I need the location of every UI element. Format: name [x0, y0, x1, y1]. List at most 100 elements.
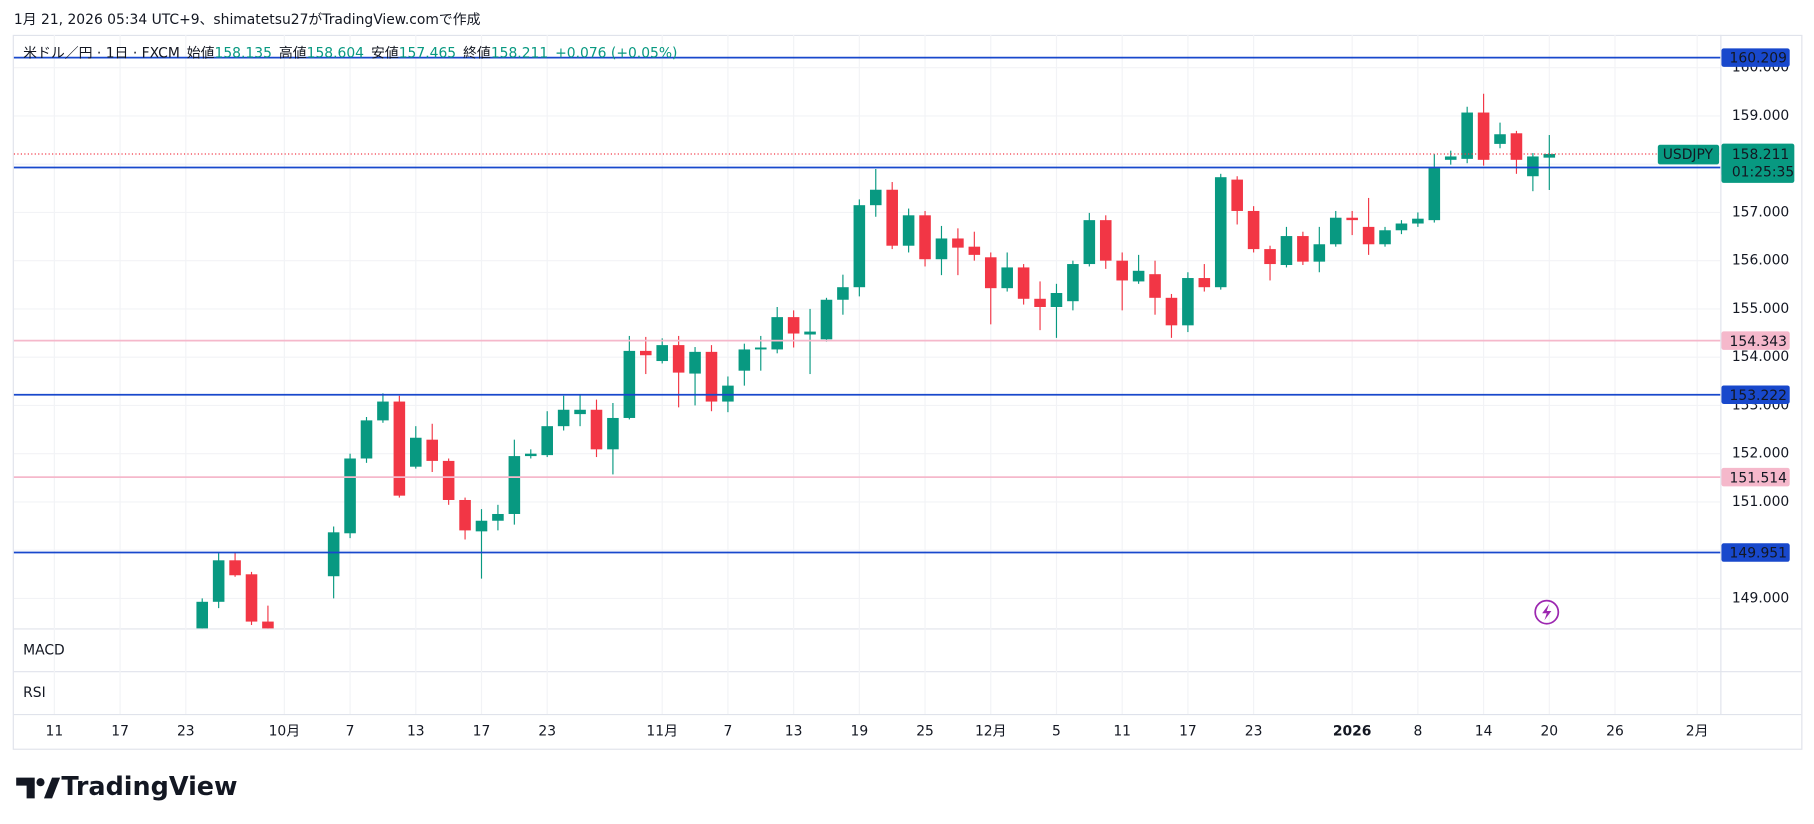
candle-body — [722, 385, 734, 402]
candle-body — [1379, 230, 1391, 245]
candle-body — [607, 417, 619, 450]
caption: 1月 21, 2026 05:34 UTC+9、shimatetsu27がTra… — [14, 12, 481, 28]
level-label: 149.951 — [1730, 546, 1787, 562]
candle-body — [1543, 153, 1556, 158]
candle-body — [1247, 210, 1260, 250]
symbol-tag: USDJPY — [1663, 147, 1714, 163]
candle-body — [952, 238, 964, 248]
candle-body — [1395, 223, 1408, 231]
candle-body — [1231, 179, 1243, 211]
symbol: 米ドル／円 · 1日 · FXCM — [23, 45, 180, 61]
candle-body — [196, 601, 209, 629]
x-tick-label: 20 — [1540, 723, 1558, 739]
candle-body — [1149, 274, 1161, 298]
candle-body — [327, 532, 340, 577]
candle-body — [1264, 249, 1276, 265]
x-tick-label: 23 — [1245, 723, 1263, 739]
candle-body — [1132, 270, 1145, 282]
candle-body — [574, 409, 586, 415]
y-tick-label: 149.000 — [1732, 590, 1789, 606]
candle-body — [1067, 264, 1079, 302]
candle-body — [1362, 226, 1375, 245]
candle-body — [475, 520, 488, 532]
axes: 149.000150.000151.000152.000153.000154.0… — [13, 48, 1795, 739]
candle-body — [771, 317, 783, 350]
candle-body — [689, 351, 701, 374]
ohlc-value: 158.135 — [215, 45, 272, 61]
x-tick-label: 5 — [1052, 723, 1061, 739]
candle-body — [656, 345, 668, 362]
level-label-bg — [1721, 331, 1790, 350]
brand-logo — [16, 777, 61, 799]
level-label-bg — [1721, 385, 1790, 404]
candle-body — [410, 437, 422, 467]
candle-body — [1099, 220, 1112, 261]
y-tick-label: 155.000 — [1732, 301, 1789, 317]
candle-body — [853, 205, 866, 288]
candle-body — [754, 347, 767, 350]
candle-body — [787, 317, 800, 334]
x-tick-label: 17 — [1179, 723, 1197, 739]
x-tick-label: 19 — [851, 723, 869, 739]
candle-body — [442, 460, 455, 500]
price-label-bg — [1721, 143, 1795, 183]
level-label: 151.514 — [1730, 470, 1788, 486]
candle-body — [1116, 260, 1128, 281]
candle-body — [1428, 168, 1441, 221]
level-label-bg — [1721, 48, 1790, 67]
candle-body — [1444, 156, 1457, 160]
ohlc-label: 始値 — [187, 45, 215, 61]
level-label: 154.343 — [1730, 334, 1787, 350]
x-tick-label: 23 — [538, 723, 556, 739]
y-tick-label: 152.000 — [1732, 446, 1789, 462]
ohlc-header: 米ドル／円 · 1日 · FXCM 始値158.135 高値158.604 安値157… — [23, 44, 677, 61]
candle-body — [1165, 297, 1178, 326]
candle-body — [1050, 292, 1063, 307]
candle-body — [541, 426, 553, 456]
ohlc-value: 157.465 — [399, 45, 456, 61]
x-tick-label: 10月 — [269, 723, 301, 739]
y-tick-label: 157.000 — [1732, 204, 1789, 220]
candle-body — [393, 401, 406, 496]
candle-body — [984, 257, 997, 289]
candle-body — [1034, 298, 1046, 307]
x-tick-label: 7 — [723, 723, 732, 739]
countdown: 01:25:35 — [1732, 164, 1794, 180]
pane-label: RSI — [23, 685, 46, 701]
change: +0.076 (+0.05%) — [555, 45, 677, 61]
candle-body — [820, 299, 833, 340]
symbol-tag-bg — [1657, 144, 1720, 165]
alert-icon[interactable] — [1534, 599, 1560, 625]
candle-body — [1280, 236, 1293, 266]
candle-body — [377, 401, 389, 421]
candle-body — [212, 560, 225, 602]
x-tick-label: 13 — [407, 723, 425, 739]
candle-body — [1412, 218, 1424, 224]
candle-body — [557, 409, 570, 427]
x-tick-label: 11 — [1113, 723, 1131, 739]
candle-body — [804, 331, 816, 335]
candle-body — [590, 409, 603, 450]
candle-body — [360, 420, 373, 459]
x-tick-label: 11月 — [646, 723, 678, 739]
x-tick-label: 7 — [346, 723, 355, 739]
ohlc-value: 158.604 — [307, 45, 365, 61]
candle-body — [1494, 134, 1506, 144]
x-tick-label: 14 — [1475, 723, 1493, 739]
candle-body — [1001, 267, 1013, 289]
candle-body — [837, 287, 849, 300]
candle-body — [968, 246, 981, 255]
x-tick-label: 13 — [785, 723, 803, 739]
level-label-bg — [1721, 543, 1790, 562]
candle-body — [1527, 156, 1539, 177]
candle-body — [1198, 278, 1211, 288]
candle-body — [1297, 236, 1309, 262]
candle-body — [1461, 112, 1473, 159]
candle-body — [492, 513, 504, 521]
candle-body — [1083, 220, 1096, 265]
candle-body — [245, 574, 258, 622]
candle-body — [262, 621, 274, 629]
candle-body — [524, 453, 537, 457]
